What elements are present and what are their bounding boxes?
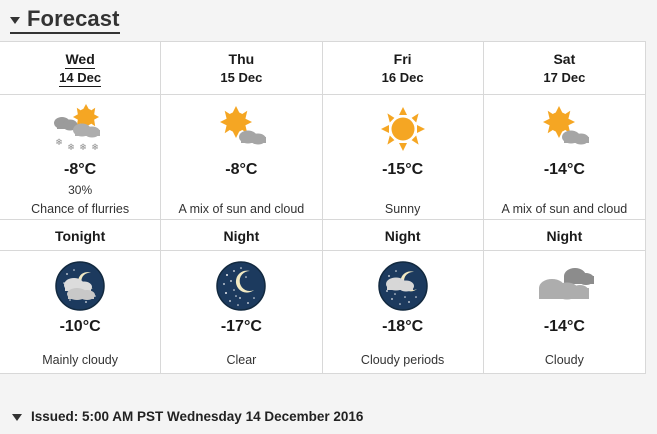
day-forecast-cell-sat[interactable]: -14°C A mix of sun and cloud xyxy=(484,95,645,219)
night-header-cell-sat: Night xyxy=(484,220,645,250)
svg-text:❄: ❄ xyxy=(55,138,63,148)
night-header-cell-fri: Night xyxy=(323,220,484,250)
day-date: 16 Dec xyxy=(381,70,424,85)
day-name: Sat xyxy=(553,51,576,67)
night-temperature: -10°C xyxy=(59,318,101,335)
night-partly-cloudy-moon-icon xyxy=(327,260,479,312)
cloudy-icon xyxy=(488,260,641,312)
night-label: Tonight xyxy=(54,228,106,244)
night-clear-moon-stars-icon xyxy=(165,260,317,312)
day-temperature: -15°C xyxy=(382,161,424,178)
day-header-cell-sat[interactable]: Sat 17 Dec xyxy=(484,42,645,94)
svg-text:❄: ❄ xyxy=(67,143,75,153)
night-condition: Cloudy xyxy=(544,353,584,367)
day-condition: Chance of flurries xyxy=(31,202,130,216)
svg-text:❄: ❄ xyxy=(79,143,87,153)
night-temperature: -17°C xyxy=(220,318,262,335)
night-condition: Mainly cloudy xyxy=(42,353,118,367)
night-temperature: -18°C xyxy=(382,318,424,335)
issued-text: Issued: 5:00 AM PST Wednesday 14 Decembe… xyxy=(31,409,364,424)
night-condition: Clear xyxy=(226,353,257,367)
day-date: 14 Dec xyxy=(59,70,102,87)
day-forecast-row: ❄ ❄ ❄ ❄ -8°C 30% Chance of flurries xyxy=(0,95,645,220)
night-forecast-cell-sat[interactable]: -14°C Cloudy xyxy=(484,251,645,373)
night-condition: Cloudy periods xyxy=(360,353,445,367)
night-header-row: Tonight Night Night Night xyxy=(0,220,645,251)
precip-probability xyxy=(488,182,641,198)
day-header-cell-wed[interactable]: Wed 14 Dec xyxy=(0,42,162,94)
night-label: Night xyxy=(223,228,260,244)
day-condition: Sunny xyxy=(384,202,421,216)
day-header-cell-thu[interactable]: Thu 15 Dec xyxy=(161,42,323,94)
day-forecast-cell-wed[interactable]: ❄ ❄ ❄ ❄ -8°C 30% Chance of flurries xyxy=(0,95,162,219)
night-label: Night xyxy=(384,228,421,244)
forecast-table: Wed 14 Dec Thu 15 Dec Fri 16 Dec Sat 17 … xyxy=(0,41,646,374)
issued-footer[interactable]: Issued: 5:00 AM PST Wednesday 14 Decembe… xyxy=(0,400,657,434)
day-header-cell-fri[interactable]: Fri 16 Dec xyxy=(323,42,484,94)
page-title: Forecast xyxy=(27,6,120,31)
night-forecast-cell-thu[interactable]: -17°C Clear xyxy=(161,251,323,373)
night-temperature: -14°C xyxy=(543,318,585,335)
day-condition: A mix of sun and cloud xyxy=(501,202,628,216)
day-forecast-cell-thu[interactable]: -8°C A mix of sun and cloud xyxy=(161,95,323,219)
night-header-cell-wed: Tonight xyxy=(0,220,162,250)
svg-text:❄: ❄ xyxy=(91,143,99,153)
night-cloudy-moon-icon xyxy=(4,260,156,312)
day-name: Wed xyxy=(65,51,95,69)
night-forecast-cell-fri[interactable]: -18°C Cloudy periods xyxy=(323,251,484,373)
forecast-header: Forecast xyxy=(0,0,657,41)
caret-down-icon xyxy=(12,413,22,421)
precip-probability xyxy=(165,182,317,198)
day-temperature: -8°C xyxy=(64,161,97,178)
sun-cloud-icon xyxy=(488,103,641,155)
day-temperature: -8°C xyxy=(225,161,258,178)
day-name: Thu xyxy=(228,51,255,67)
precip-probability xyxy=(327,182,479,198)
sun-icon xyxy=(327,103,479,155)
night-label: Night xyxy=(546,228,583,244)
night-forecast-cell-wed[interactable]: -10°C Mainly cloudy xyxy=(0,251,162,373)
day-date: 17 Dec xyxy=(543,70,586,85)
day-condition: A mix of sun and cloud xyxy=(178,202,305,216)
forecast-header-toggle[interactable]: Forecast xyxy=(10,7,120,34)
sun-cloud-flurries-icon: ❄ ❄ ❄ ❄ xyxy=(4,103,156,155)
precip-probability: 30% xyxy=(68,183,93,197)
day-date: 15 Dec xyxy=(220,70,263,85)
day-name: Fri xyxy=(393,51,412,67)
night-forecast-row: -10°C Mainly cloudy xyxy=(0,251,645,373)
sun-cloud-icon xyxy=(165,103,317,155)
day-forecast-cell-fri[interactable]: -15°C Sunny xyxy=(323,95,484,219)
day-header-row: Wed 14 Dec Thu 15 Dec Fri 16 Dec Sat 17 … xyxy=(0,42,645,95)
caret-down-icon xyxy=(10,17,20,24)
day-temperature: -14°C xyxy=(543,161,585,178)
night-header-cell-thu: Night xyxy=(161,220,323,250)
